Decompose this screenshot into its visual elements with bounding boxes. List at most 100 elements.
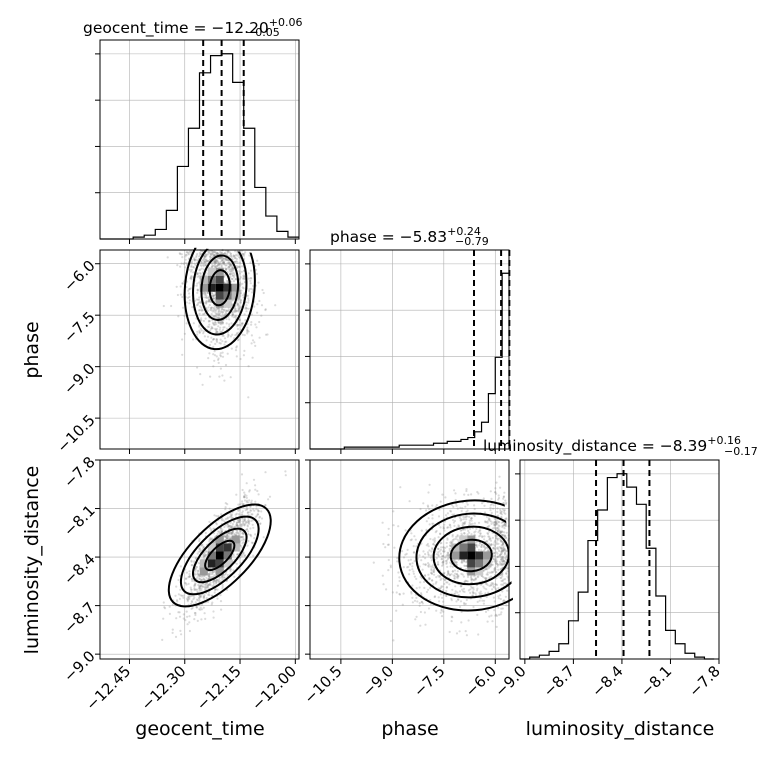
sample-point	[488, 537, 491, 540]
sample-point	[491, 536, 494, 539]
sample-point	[223, 313, 226, 316]
sample-point	[412, 570, 415, 573]
sample-point	[497, 521, 500, 524]
sample-point	[233, 532, 236, 536]
sample-point	[245, 507, 249, 510]
sample-point	[459, 585, 462, 588]
sample-point	[464, 579, 467, 582]
sample-point	[264, 471, 267, 474]
sample-point	[243, 554, 247, 557]
sample-point	[193, 259, 196, 262]
sample-point	[439, 500, 442, 503]
sample-point	[249, 534, 252, 537]
sample-point	[454, 585, 457, 588]
sample-point	[240, 546, 243, 549]
density-cell	[231, 291, 240, 300]
sample-point	[389, 564, 392, 567]
sample-point	[432, 583, 435, 586]
sample-point	[199, 263, 202, 266]
sample-point	[210, 336, 213, 339]
sample-point	[255, 508, 258, 511]
sample-point	[502, 549, 505, 552]
sample-point	[195, 606, 198, 609]
sample-point	[214, 258, 218, 261]
sample-point	[461, 524, 464, 527]
sample-point	[497, 606, 500, 609]
sample-point	[445, 561, 448, 564]
sample-point	[218, 328, 221, 331]
sample-point	[212, 308, 215, 311]
sample-point	[470, 578, 473, 581]
sample-point	[487, 525, 490, 528]
sample-point	[208, 526, 211, 530]
sample-point	[420, 542, 423, 545]
sample-point	[469, 517, 473, 520]
sample-point	[463, 590, 466, 594]
sample-point	[434, 531, 437, 534]
sample-point	[443, 578, 446, 581]
tick-marks	[305, 459, 496, 664]
sample-point	[251, 541, 254, 545]
sample-point	[427, 588, 430, 591]
sample-point	[223, 252, 226, 255]
sample-point	[219, 594, 222, 597]
sample-point	[485, 540, 488, 543]
sample-point	[492, 583, 495, 586]
sample-point	[213, 323, 216, 326]
sample-point	[442, 527, 445, 530]
sample-point	[479, 593, 482, 596]
sample-point	[442, 548, 445, 551]
sample-point	[230, 516, 233, 519]
sample-point	[462, 528, 465, 531]
sample-point	[203, 255, 206, 259]
sample-point	[211, 327, 214, 330]
sample-point	[214, 260, 217, 264]
sample-point	[265, 333, 268, 336]
sample-point	[418, 565, 421, 568]
sample-point	[461, 507, 464, 510]
sample-point	[398, 579, 401, 583]
sample-point	[197, 569, 200, 573]
sample-point	[221, 262, 224, 265]
sample-point	[208, 323, 211, 326]
sample-point	[196, 571, 199, 574]
sample-point	[451, 570, 454, 573]
sample-point	[241, 488, 244, 492]
sample-point	[490, 570, 493, 573]
sample-point	[422, 555, 425, 558]
sample-point	[256, 311, 259, 314]
sample-point	[497, 555, 500, 558]
sample-point	[233, 254, 236, 258]
sample-point	[470, 575, 473, 578]
sample-point	[228, 323, 231, 326]
sample-point	[237, 309, 240, 312]
sample-point	[413, 551, 416, 554]
sample-point	[171, 628, 174, 631]
sample-point	[221, 351, 224, 354]
sample-point	[198, 331, 201, 334]
sample-point	[254, 344, 257, 347]
sample-point	[243, 253, 246, 256]
sample-point	[192, 266, 195, 269]
sample-point	[500, 516, 503, 519]
sample-point	[188, 299, 191, 302]
sample-point	[439, 578, 442, 582]
sample-point	[216, 252, 219, 255]
sample-point	[243, 491, 246, 494]
sample-point	[239, 294, 242, 298]
sample-point	[224, 252, 227, 255]
sample-point	[493, 521, 496, 524]
sample-point	[250, 501, 253, 504]
y-tick-label: −8.4	[60, 550, 98, 588]
sample-point	[190, 577, 194, 580]
sample-point	[239, 291, 242, 294]
sample-point	[249, 269, 253, 272]
density-cell	[215, 567, 224, 576]
sample-point	[229, 272, 232, 275]
sample-point	[247, 299, 250, 302]
sample-point	[217, 579, 220, 583]
sample-point	[446, 553, 449, 556]
sample-point	[501, 590, 504, 593]
sample-point	[230, 322, 233, 325]
sample-point	[385, 588, 388, 591]
